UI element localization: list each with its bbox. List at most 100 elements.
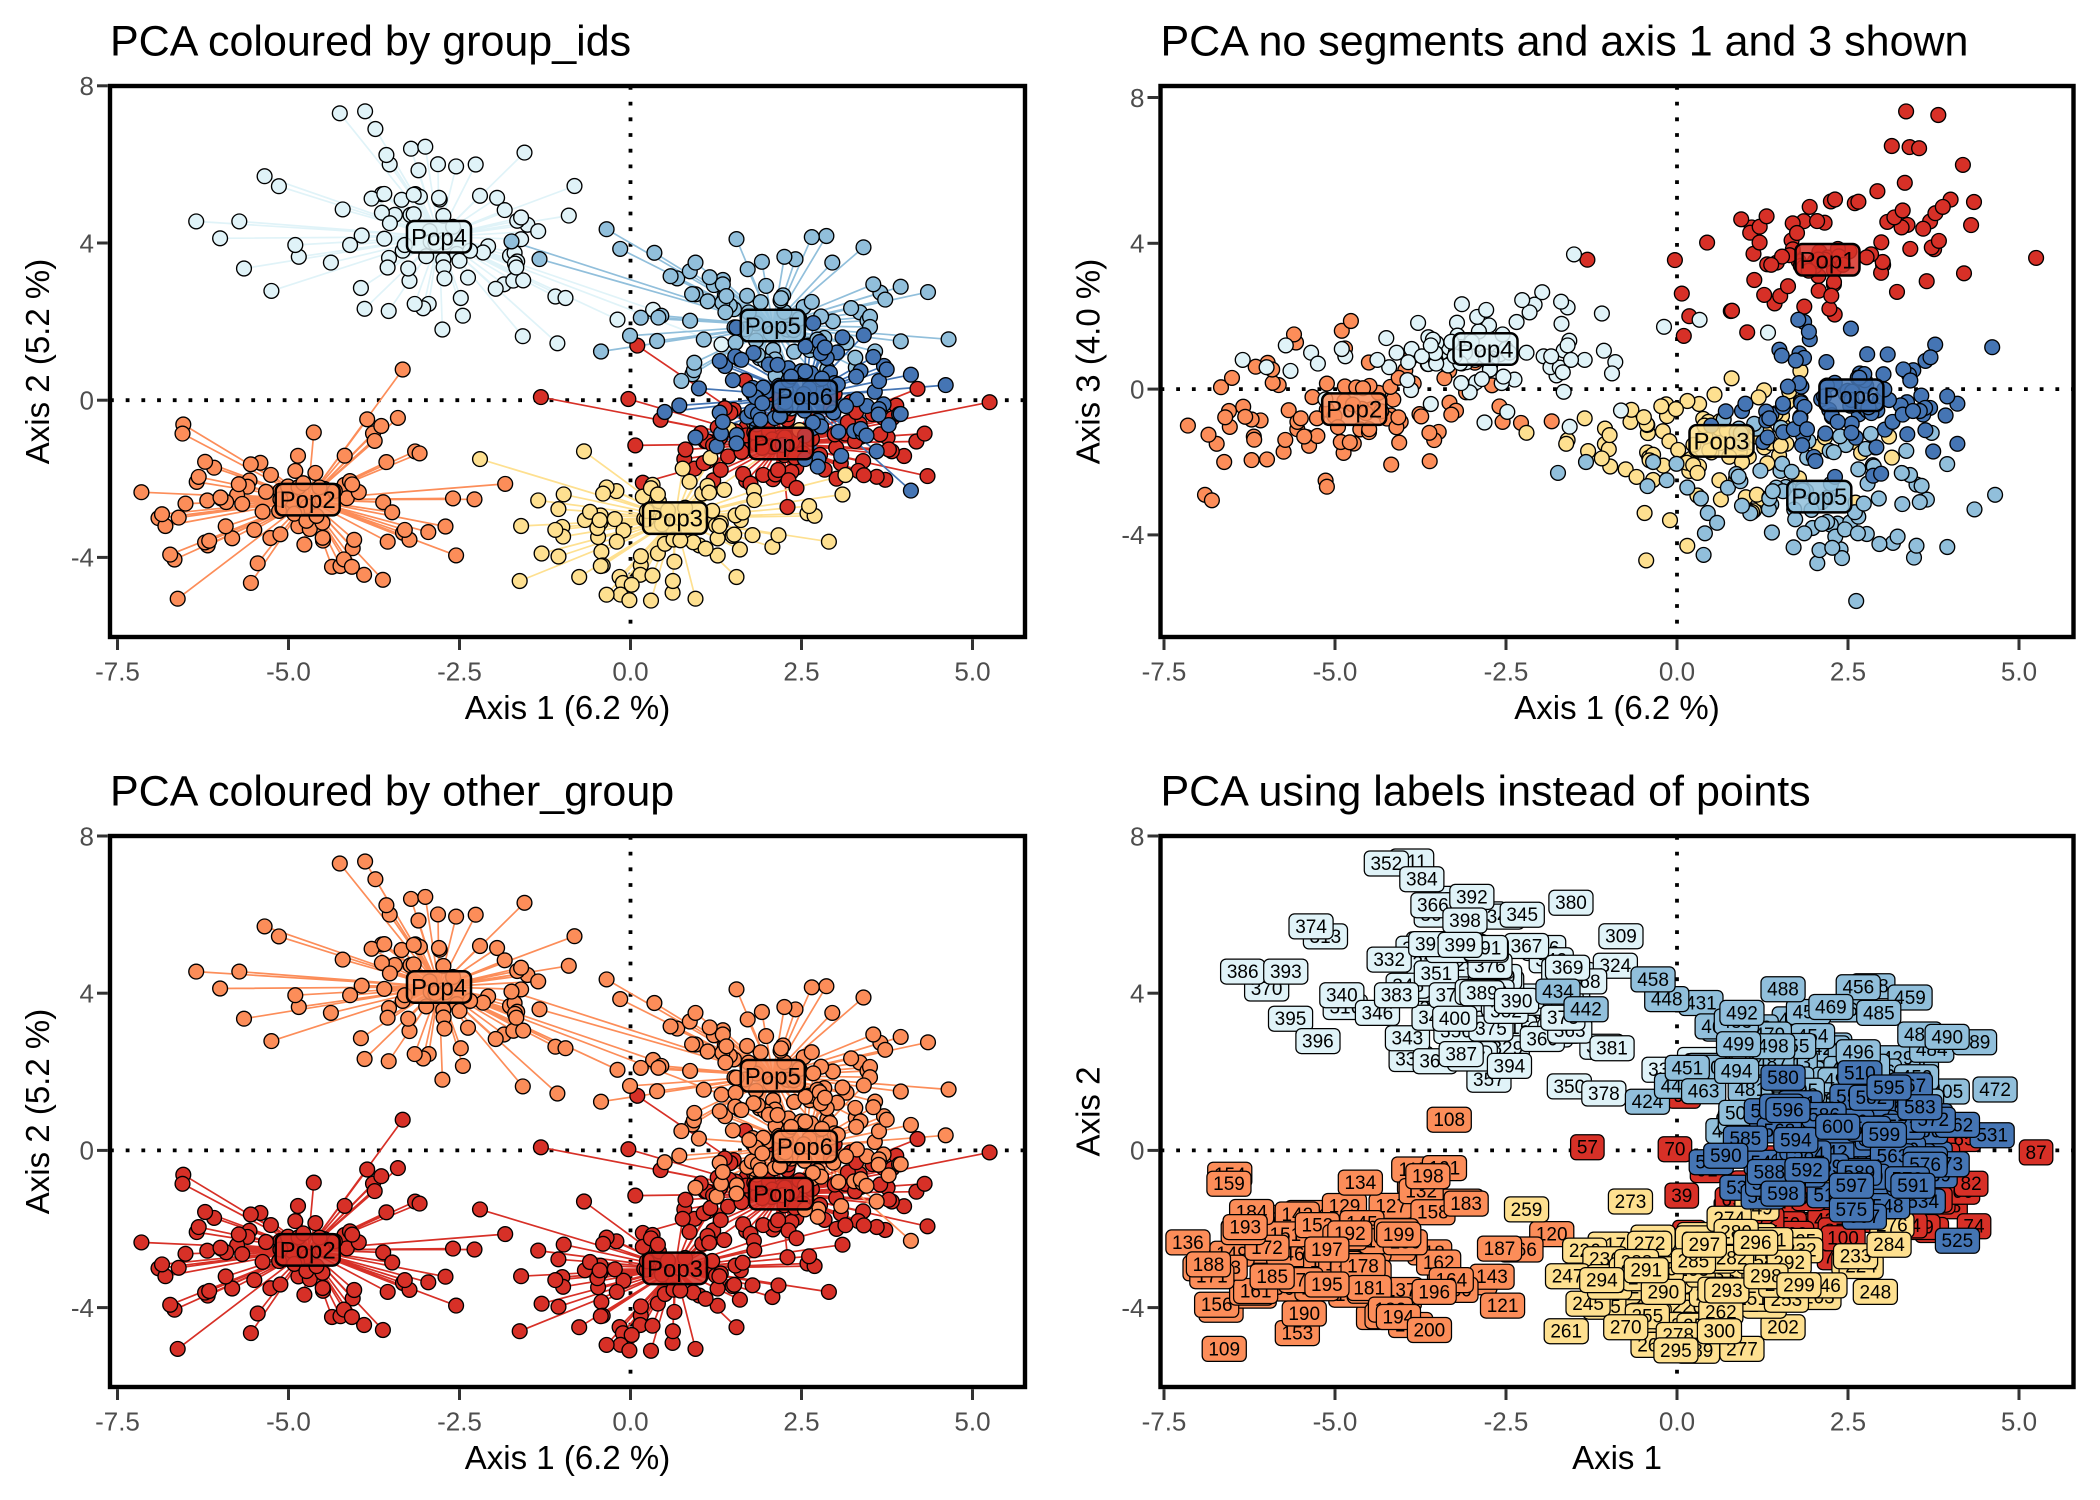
- svg-text:277: 277: [1726, 1339, 1758, 1360]
- svg-text:463: 463: [1688, 1082, 1720, 1103]
- svg-text:600: 600: [1822, 1117, 1854, 1138]
- svg-text:248: 248: [1860, 1282, 1892, 1303]
- svg-text:197: 197: [1311, 1240, 1343, 1261]
- svg-text:39: 39: [1671, 1186, 1692, 1207]
- svg-text:PCA using labels instead of po: PCA using labels instead of points: [1161, 768, 1811, 816]
- svg-text:70: 70: [1664, 1140, 1685, 1161]
- svg-text:Axis 2 (5.2 %): Axis 2 (5.2 %): [19, 1009, 56, 1214]
- svg-text:596: 596: [1772, 1100, 1804, 1121]
- svg-text:395: 395: [1275, 1009, 1307, 1030]
- svg-text:2.5: 2.5: [1830, 1407, 1866, 1437]
- svg-text:472: 472: [1979, 1080, 2011, 1101]
- svg-text:2.5: 2.5: [783, 657, 819, 687]
- svg-text:393: 393: [1270, 962, 1302, 983]
- svg-text:424: 424: [1632, 1092, 1664, 1113]
- svg-text:193: 193: [1229, 1218, 1261, 1239]
- svg-text:261: 261: [1550, 1322, 1582, 1343]
- svg-text:383: 383: [1381, 986, 1413, 1007]
- svg-text:190: 190: [1288, 1304, 1320, 1325]
- svg-text:153: 153: [1282, 1324, 1314, 1345]
- svg-text:592: 592: [1791, 1161, 1823, 1182]
- svg-text:Pop5: Pop5: [1791, 484, 1847, 511]
- svg-text:597: 597: [1836, 1176, 1868, 1197]
- svg-text:195: 195: [1311, 1275, 1343, 1296]
- svg-text:Axis 2 (5.2 %): Axis 2 (5.2 %): [19, 259, 56, 464]
- svg-text:8: 8: [1130, 83, 1144, 113]
- svg-text:-4: -4: [71, 543, 94, 573]
- svg-text:5.0: 5.0: [2001, 1407, 2037, 1437]
- svg-text:4: 4: [80, 979, 94, 1009]
- svg-text:350: 350: [1553, 1077, 1585, 1098]
- svg-text:496: 496: [1842, 1043, 1874, 1064]
- svg-text:262: 262: [1705, 1302, 1737, 1323]
- svg-text:294: 294: [1586, 1271, 1618, 1292]
- svg-text:-7.5: -7.5: [1142, 1407, 1187, 1437]
- svg-text:181: 181: [1353, 1278, 1385, 1299]
- svg-text:531: 531: [1976, 1126, 2008, 1147]
- svg-text:194: 194: [1383, 1307, 1415, 1328]
- svg-text:295: 295: [1660, 1341, 1692, 1362]
- svg-text:431: 431: [1685, 993, 1717, 1014]
- svg-text:185: 185: [1256, 1267, 1288, 1288]
- svg-text:345: 345: [1506, 905, 1538, 926]
- svg-text:0.0: 0.0: [612, 657, 648, 687]
- svg-text:Pop3: Pop3: [647, 506, 703, 533]
- svg-text:Pop6: Pop6: [1823, 383, 1879, 410]
- svg-text:127: 127: [1375, 1196, 1407, 1217]
- svg-text:Pop3: Pop3: [647, 1256, 703, 1283]
- svg-text:340: 340: [1326, 986, 1358, 1007]
- svg-text:Pop6: Pop6: [777, 1134, 833, 1161]
- svg-text:2.5: 2.5: [783, 1407, 819, 1437]
- svg-text:Axis 1 (6.2 %): Axis 1 (6.2 %): [465, 689, 670, 726]
- svg-text:Pop4: Pop4: [411, 975, 467, 1002]
- svg-text:5.0: 5.0: [2001, 657, 2037, 687]
- svg-text:456: 456: [1842, 978, 1874, 999]
- svg-text:259: 259: [1511, 1200, 1543, 1221]
- svg-text:492: 492: [1726, 1003, 1758, 1024]
- svg-text:290: 290: [1647, 1282, 1679, 1303]
- svg-text:-2.5: -2.5: [437, 657, 482, 687]
- svg-text:400: 400: [1439, 1009, 1471, 1030]
- svg-text:369: 369: [1552, 958, 1584, 979]
- svg-text:595: 595: [1873, 1078, 1905, 1099]
- svg-text:178: 178: [1347, 1257, 1379, 1278]
- svg-text:0.0: 0.0: [1659, 657, 1695, 687]
- svg-text:4: 4: [1130, 979, 1144, 1009]
- svg-text:Axis 3 (4.0 %): Axis 3 (4.0 %): [1070, 259, 1107, 464]
- svg-text:367: 367: [1511, 936, 1543, 957]
- svg-text:374: 374: [1295, 917, 1327, 938]
- svg-text:324: 324: [1599, 956, 1631, 977]
- svg-text:490: 490: [1931, 1027, 1963, 1048]
- svg-text:392: 392: [1456, 887, 1488, 908]
- svg-text:380: 380: [1555, 893, 1587, 914]
- svg-text:158: 158: [1417, 1203, 1449, 1224]
- svg-text:-4: -4: [1121, 1293, 1144, 1323]
- svg-text:296: 296: [1740, 1233, 1772, 1254]
- svg-text:8: 8: [80, 821, 94, 851]
- svg-text:-4: -4: [71, 1293, 94, 1323]
- svg-text:0: 0: [80, 386, 94, 416]
- svg-text:387: 387: [1445, 1045, 1477, 1066]
- svg-text:451: 451: [1671, 1058, 1703, 1079]
- svg-text:343: 343: [1392, 1029, 1424, 1050]
- svg-text:583: 583: [1904, 1098, 1936, 1119]
- svg-text:352: 352: [1370, 854, 1402, 875]
- svg-text:Pop5: Pop5: [745, 1063, 801, 1090]
- svg-text:488: 488: [1767, 980, 1799, 1001]
- svg-text:442: 442: [1570, 1000, 1602, 1021]
- svg-text:Pop4: Pop4: [411, 224, 467, 251]
- svg-text:494: 494: [1721, 1061, 1753, 1082]
- svg-text:-2.5: -2.5: [437, 1407, 482, 1437]
- svg-text:378: 378: [1588, 1084, 1620, 1105]
- svg-text:8: 8: [80, 71, 94, 101]
- svg-text:Axis 1: Axis 1: [1572, 1439, 1662, 1476]
- svg-text:469: 469: [1815, 997, 1847, 1018]
- svg-text:-5.0: -5.0: [266, 1407, 311, 1437]
- svg-text:284: 284: [1873, 1235, 1905, 1256]
- svg-text:394: 394: [1494, 1056, 1526, 1077]
- svg-text:PCA coloured by group_ids: PCA coloured by group_ids: [110, 18, 631, 66]
- svg-text:309: 309: [1605, 927, 1637, 948]
- svg-text:389: 389: [1466, 984, 1498, 1005]
- svg-text:136: 136: [1172, 1233, 1204, 1254]
- svg-text:590: 590: [1710, 1146, 1742, 1167]
